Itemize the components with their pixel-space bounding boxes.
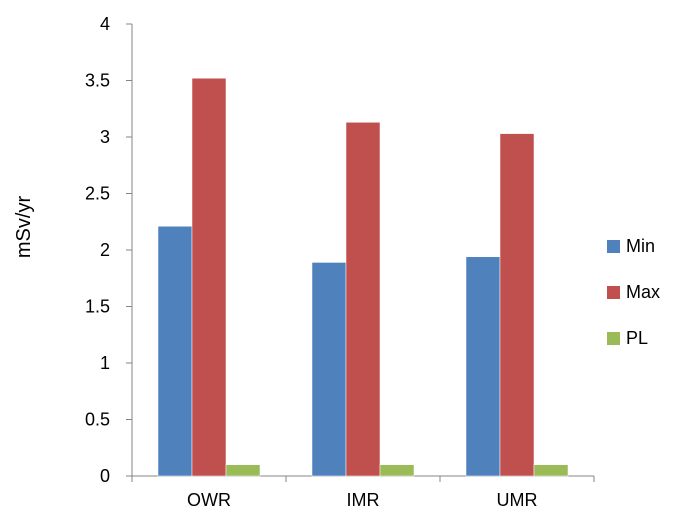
y-tick-label: 1	[100, 353, 110, 373]
x-tick-label-owr: OWR	[187, 490, 231, 510]
y-tick-label: 2.5	[85, 184, 110, 204]
legend-item-max: Max	[607, 282, 660, 302]
bar-pl-owr	[225, 464, 261, 477]
x-axis: OWR IMR UMR	[131, 475, 595, 510]
y-tick-label: 0	[100, 466, 110, 486]
bar-min-imr	[311, 262, 347, 477]
y-axis-title: mSv/yr	[13, 196, 35, 259]
bar-max-umr	[499, 133, 535, 477]
legend-label: Max	[626, 282, 660, 302]
x-tick-label-imr: IMR	[347, 490, 380, 510]
legend-item-pl: PL	[607, 328, 648, 348]
legend-swatch	[607, 286, 620, 299]
bar-max-imr	[345, 122, 381, 477]
legend: Min Max PL	[607, 236, 660, 348]
y-tick-label: 4	[100, 14, 110, 34]
bar-pl-imr	[379, 464, 415, 477]
bar-min-umr	[465, 256, 501, 477]
bar-max-owr	[191, 77, 227, 477]
x-tick-label-umr: UMR	[497, 490, 538, 510]
legend-label: PL	[626, 328, 648, 348]
y-tick-label: 2	[100, 240, 110, 260]
y-tick-label: 3	[100, 127, 110, 147]
bars	[157, 77, 569, 477]
legend-label: Min	[626, 236, 655, 256]
legend-swatch	[607, 240, 620, 253]
bar-min-owr	[157, 226, 193, 477]
plot-area: 0 0.5 1 1.5 2 2.5 3 3.5 4 OWR IMR UMR	[85, 14, 595, 510]
legend-item-min: Min	[607, 236, 655, 256]
legend-swatch	[607, 332, 620, 345]
bar-pl-umr	[533, 464, 569, 477]
y-tick-label: 0.5	[85, 410, 110, 430]
y-tick-label: 1.5	[85, 297, 110, 317]
y-axis: 0 0.5 1 1.5 2 2.5 3 3.5 4	[85, 14, 133, 486]
y-tick-label: 3.5	[85, 71, 110, 91]
